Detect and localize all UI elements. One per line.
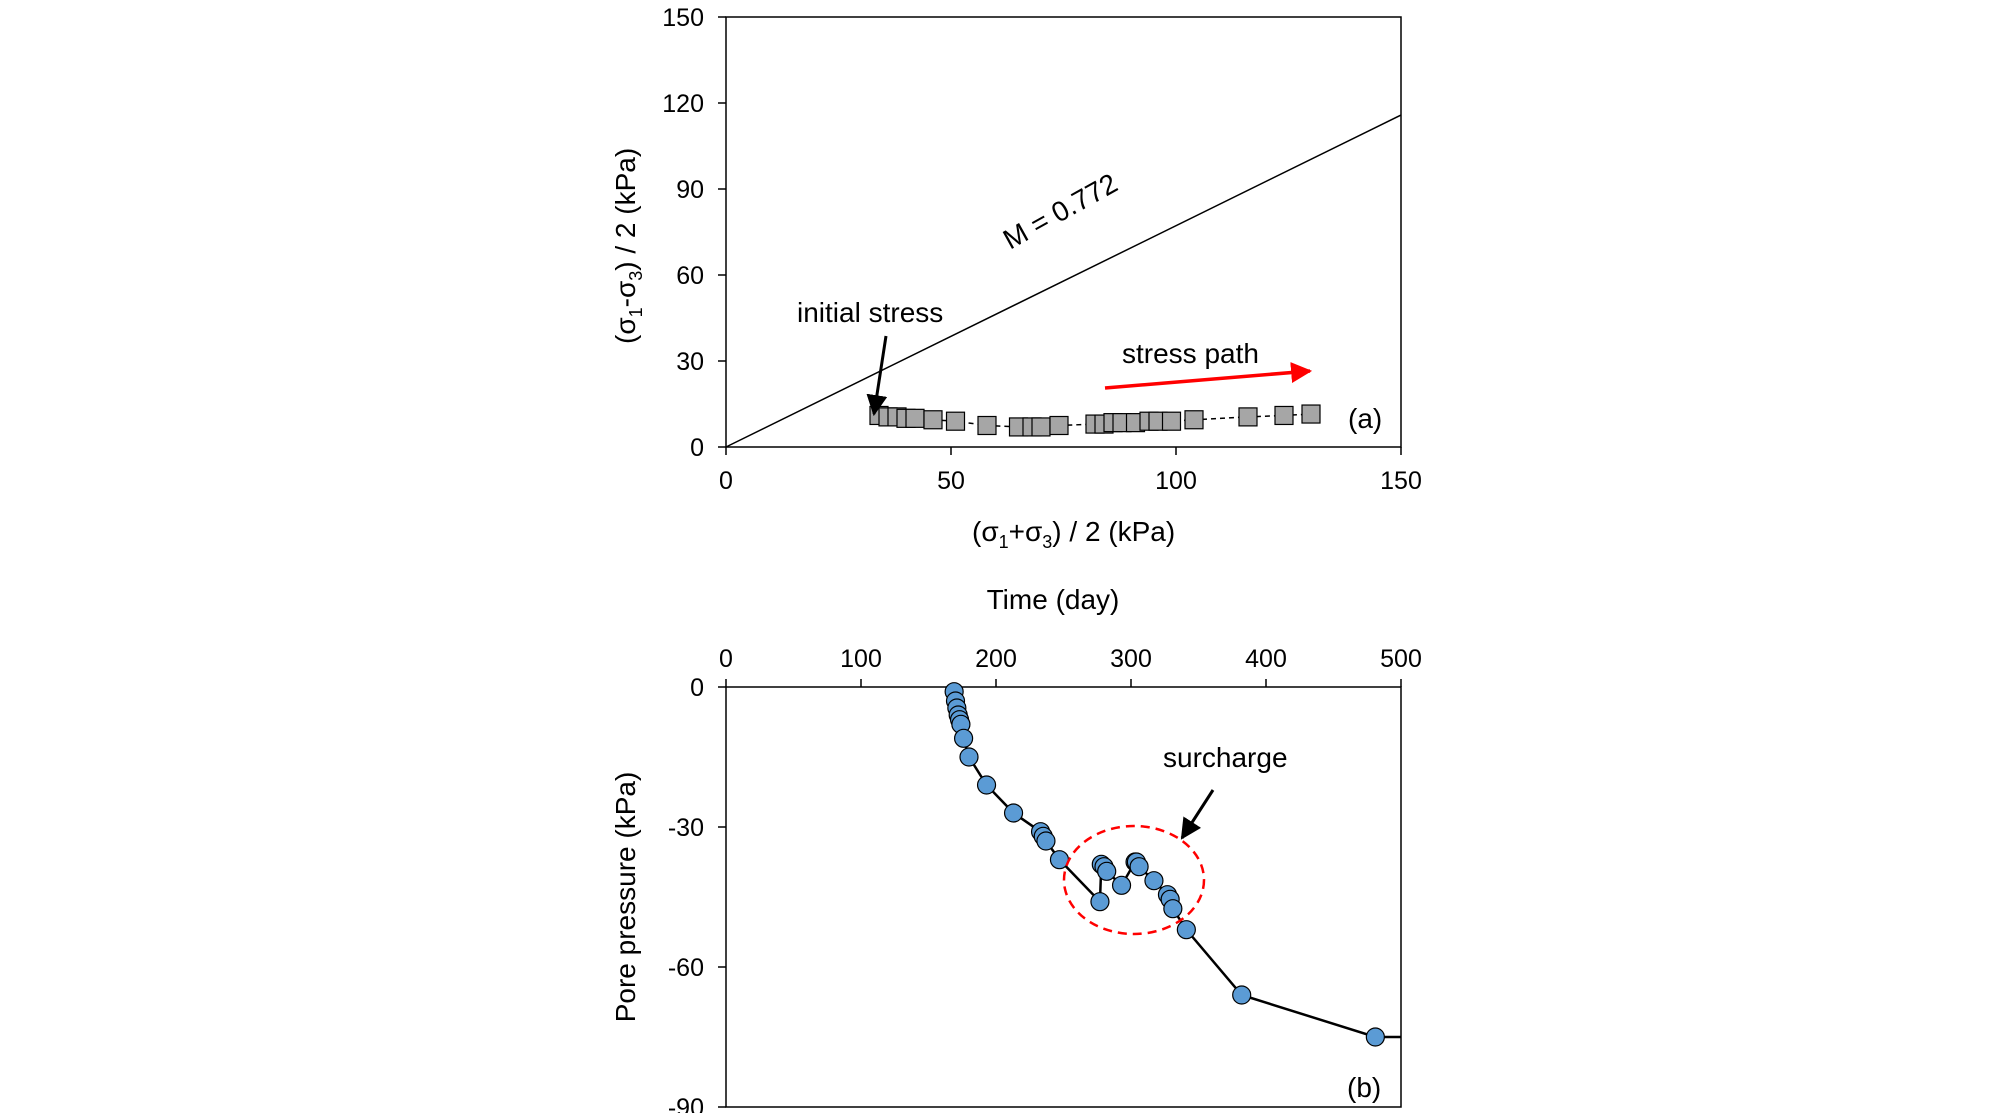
stress-point [977,415,997,436]
y-axis-title-b: Pore pressure (kPa) [610,772,641,1023]
y-tick-label-b: -90 [668,1094,704,1113]
panel-label-a: (a) [1348,403,1382,434]
axis-ticks-a: 0 50 100 150 0 30 60 90 120 150 [662,4,1422,495]
stress-point [1031,417,1051,437]
pore-pressure-point [1365,1027,1385,1047]
pore-pressure-chart: 0 100 200 300 400 500 0 -30 -60 -90 surcharge (b)… [610,584,1422,1113]
x-tick-label-b: 400 [1245,645,1287,673]
axis-ticks-b: 0 100 200 300 400 500 0 -30 -60 -90 [668,645,1422,1113]
stress-path-label: stress path [1122,338,1259,369]
y-tick-label-a: 60 [676,262,704,290]
pore-pressure-point [959,747,979,767]
failure-line-label: M = 0.772 [998,167,1123,255]
y-tick-label-b: -60 [668,954,704,982]
pore-pressure-point [1111,875,1132,895]
pore-pressure-point [1163,899,1183,919]
x-tick-label-a: 100 [1155,467,1197,495]
x-tick-label-b: 200 [975,645,1017,673]
x-tick-label-b: 0 [719,645,733,673]
y-tick-label-a: 0 [690,434,704,462]
pore-pressure-point [1129,857,1149,877]
stress-point [945,411,966,431]
y-tick-label-b: 0 [690,674,704,702]
y-tick-label-b: -30 [668,814,704,842]
x-tick-label-a: 0 [719,467,733,495]
pore-pressure-point [1176,920,1196,940]
surcharge-ellipse [1062,824,1206,936]
plot-frame-b [725,686,1402,1108]
failure-line [725,114,1402,448]
surcharge-label: surcharge [1163,742,1288,773]
x-tick-label-b: 500 [1380,645,1422,673]
pore-pressure-point [953,728,974,748]
x-tick-label-b: 100 [840,645,882,673]
surcharge-arrow [1180,789,1215,840]
stress-point [1184,410,1204,430]
y-tick-label-a: 120 [662,90,704,118]
stress-point [1238,407,1258,427]
initial-stress-arrow [866,335,888,417]
panel-label-b: (b) [1347,1072,1381,1103]
x-axis-title-a: (σ1+σ3) / 2 (kPa) [972,516,1175,552]
pore-pressure-point [1003,803,1024,823]
y-tick-label-a: 30 [676,348,704,376]
pore-pressure-point [1036,831,1056,851]
y-tick-label-a: 150 [662,4,704,32]
pore-pressure-point [1049,850,1070,870]
stress-point [905,408,925,428]
initial-stress-label: initial stress [797,297,943,328]
stress-point [1301,404,1321,424]
x-tick-label-b: 300 [1110,645,1152,673]
y-axis-title-a: (σ1-σ3) / 2 (kPa) [610,148,646,344]
pore-pressure-point [1144,871,1164,891]
stress-path-points [869,404,1321,437]
x-tick-label-a: 150 [1380,467,1422,495]
stress-point [1161,411,1182,431]
stress-point [923,410,943,430]
stress-path-arrow [1104,362,1313,390]
x-axis-title-b: Time (day) [987,584,1120,615]
x-tick-label-a: 50 [937,467,965,495]
pore-pressure-point [976,775,997,795]
pore-pressure-point [1232,985,1252,1005]
pore-pressure-point [1097,861,1117,881]
pore-pressure-point [1090,892,1110,912]
stress-point [1274,405,1294,426]
pore-pressure-points [944,682,1385,1047]
plot-frame-a [725,16,1402,448]
stress-point [1049,415,1069,436]
y-tick-label-a: 90 [676,176,704,204]
stress-path-chart: 0 50 100 150 0 30 60 90 120 150 M = 0.772 initial… [610,4,1422,552]
